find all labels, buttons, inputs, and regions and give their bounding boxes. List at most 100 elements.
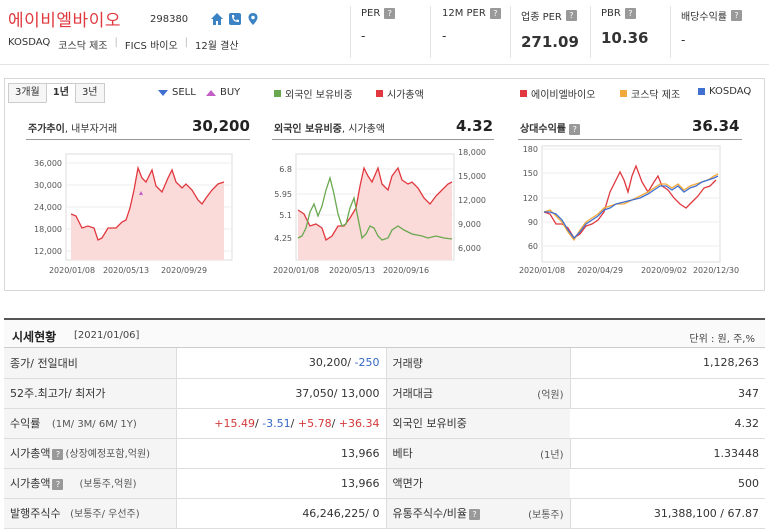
legend-kosdaq-mfg: 코스닥 제조 — [620, 86, 680, 101]
row-sublabel: (1년) — [494, 438, 571, 469]
help-icon[interactable]: ? — [52, 449, 64, 460]
legend-buy: BUY — [206, 87, 240, 98]
legend-swatch — [274, 90, 281, 97]
price-status-table: 종가/ 전일대비 30,200/ -250 거래량 1,128,263 52주.… — [4, 348, 765, 529]
company-name: 에이비엘바이오 — [8, 11, 121, 31]
x-tick-label: 2020/09/16 — [383, 266, 429, 275]
metric-per: PER? - — [361, 8, 396, 56]
return-6m: +5.78 — [297, 416, 332, 430]
buy-marker-icon — [139, 191, 143, 195]
series-line-kosdaq — [544, 175, 719, 239]
metric-value: 271.09 — [521, 33, 579, 51]
return-1m: +15.49 — [214, 416, 255, 430]
x-tick-label: 2020/09/02 — [641, 266, 687, 275]
y-tick-label: 24,000 — [34, 203, 62, 212]
metric-pbr: PBR? 10.36 — [601, 8, 648, 56]
y-tick-label: 12,000 — [34, 247, 62, 256]
company-meta: KOSDAQ 코스닥 제조 | FICS 바이오 | 12월 결산 — [8, 37, 239, 52]
row-label: 거래대금 — [386, 378, 494, 409]
header-icons — [210, 12, 260, 26]
tab-1y[interactable]: 1년 — [45, 83, 76, 103]
returns-values: +15.49/ -3.51/ +5.78/ +36.34 — [176, 408, 387, 439]
foreign-chart-value: 4.32 — [456, 117, 494, 135]
row-value: 46,246,225/ 0 — [176, 498, 387, 529]
metric-12m-per: 12M PER? - — [442, 8, 501, 56]
section-date: [2021/01/06] — [74, 330, 140, 341]
help-icon[interactable]: ? — [384, 8, 396, 19]
help-icon[interactable]: ? — [489, 8, 501, 19]
row-label: 유통주식수/비율? — [386, 498, 494, 529]
return-1y: +36.34 — [338, 416, 380, 430]
row-sublabel — [494, 348, 571, 379]
price-status-header: 시세현황 [2021/01/06] 단위 : 원, 주,% — [4, 318, 765, 348]
row-label: 액면가 — [386, 468, 570, 499]
legend-mcap: 시가총액 — [376, 86, 424, 101]
home-icon[interactable] — [210, 12, 224, 26]
legend-kosdaq-label: KOSDAQ — [709, 86, 752, 97]
y-right-tick-label: 18,000 — [458, 148, 486, 157]
y-tick-label: 30,000 — [34, 181, 62, 190]
help-icon[interactable]: ? — [569, 124, 581, 135]
x-tick-label: 2020/01/08 — [273, 266, 319, 275]
y-right-tick-label: 12,000 — [458, 196, 486, 205]
legend-kosdaq-mfg-label: 코스닥 제조 — [631, 90, 681, 101]
help-icon[interactable]: ? — [624, 8, 636, 19]
legend-kosdaq: KOSDAQ — [698, 86, 751, 97]
table-row: 발행주식수 (보통주/ 우선주) 46,246,225/ 0 유통주식수/비율?… — [4, 498, 765, 529]
row-sublabel: (보통주) — [494, 498, 571, 529]
y-tick-label: 120 — [523, 194, 538, 203]
y-tick-label: 36,000 — [34, 159, 62, 168]
legend-company-label: 에이비엘바이오 — [531, 90, 596, 101]
unit-label: 단위 : 원, 주,% — [689, 334, 755, 345]
row-label: 52주.최고가/ 최저가 — [4, 378, 177, 409]
y-right-tick-label: 6,000 — [458, 244, 481, 253]
foreign-chart: 6.8 5.95 5.1 4.25 18,000 15,000 12,000 9… — [273, 148, 486, 275]
table-row: 종가/ 전일대비 30,200/ -250 거래량 1,128,263 — [4, 348, 765, 379]
return-3m: -3.51 — [262, 416, 291, 430]
y-right-tick-label: 9,000 — [458, 220, 481, 229]
stock-code: 298380 — [150, 14, 189, 25]
phone-icon[interactable] — [228, 12, 242, 26]
row-value: 1.33448 — [570, 438, 765, 469]
tab-3m[interactable]: 3개월 — [8, 83, 47, 103]
market-label: KOSDAQ — [8, 37, 51, 48]
row-label: 시가총액? (상장예정포함,억원) — [4, 438, 177, 469]
metric-dividend-yield: 배당수익률? - — [681, 8, 742, 56]
section-title: 시세현황 — [12, 330, 57, 344]
help-icon[interactable]: ? — [731, 10, 742, 21]
period-tabs: 3개월 1년 3년 — [8, 83, 105, 103]
sector2-label: FICS 바이오 — [124, 41, 178, 52]
y-left-tick-label: 4.25 — [274, 234, 292, 243]
row-value: 30,200/ -250 — [176, 348, 387, 379]
metric-value: - — [442, 29, 447, 43]
row-label: 종가/ 전일대비 — [4, 348, 177, 379]
tab-3y[interactable]: 3년 — [74, 83, 105, 103]
x-tick-label: 2020/05/13 — [329, 266, 375, 275]
x-tick-label: 2020/05/13 — [103, 266, 149, 275]
help-icon[interactable]: ? — [469, 509, 481, 520]
y-left-tick-label: 6.8 — [279, 165, 292, 174]
y-left-tick-label: 5.95 — [274, 190, 292, 199]
series-line-company — [543, 164, 717, 239]
legend-swatch — [620, 90, 627, 97]
price-area — [71, 168, 224, 260]
mcap-area — [298, 168, 452, 260]
settlement-label: 12월 결산 — [195, 41, 239, 52]
legend-foreign: 외국인 보유비중 — [274, 86, 353, 101]
price-line — [70, 165, 225, 241]
location-icon[interactable] — [246, 12, 260, 26]
help-icon[interactable]: ? — [565, 10, 577, 21]
metric-label: 12M PER — [442, 8, 486, 19]
help-icon[interactable]: ? — [52, 479, 64, 490]
metric-label: 배당수익률 — [681, 12, 727, 23]
row-value: 13,966 — [176, 468, 387, 499]
row-value: 4.32 — [570, 408, 765, 439]
table-row: 52주.최고가/ 최저가 37,050/ 13,000 거래대금 (억원) 34… — [4, 378, 765, 409]
table-row: 시가총액? (보통주,억원) 13,966 액면가 500 — [4, 468, 765, 499]
y-tick-label: 60 — [528, 242, 538, 251]
row-label: 거래량 — [386, 348, 494, 379]
row-label: 발행주식수 (보통주/ 우선주) — [4, 498, 177, 529]
legend-company: 에이비엘바이오 — [520, 86, 595, 101]
row-label: 외국인 보유비중 — [386, 408, 570, 439]
y-tick-label: 150 — [523, 169, 538, 178]
